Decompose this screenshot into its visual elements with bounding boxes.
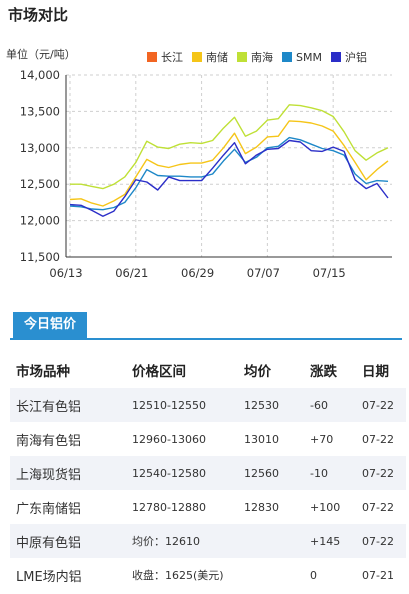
x-tick-label: 06/29 xyxy=(181,266,214,280)
chart-legend: 长江 南储 南海 SMM 沪铝 xyxy=(147,49,376,65)
legend-label: 长江 xyxy=(161,51,183,64)
legend-label: SMM xyxy=(296,50,322,64)
table-row: 广东南储铝 12780-12880 12830 +100 07-22 xyxy=(10,490,406,524)
avg-cell: 12560 xyxy=(238,456,304,490)
y-tick-label: 13,000 xyxy=(20,141,60,155)
y-tick-label: 13,500 xyxy=(20,104,60,118)
y-axis-label: 单位（元/吨） xyxy=(6,48,76,61)
range-cell: 12510-12550 xyxy=(126,388,238,422)
date-cell: 07-21 xyxy=(362,568,394,582)
x-tick-label: 06/13 xyxy=(49,266,82,280)
legend-label: 南储 xyxy=(206,51,228,64)
range-cell: 12540-12580 xyxy=(126,456,238,490)
legend-swatch xyxy=(192,52,202,62)
legend-item[interactable]: 南储 xyxy=(192,49,228,65)
table-row: 上海现货铝 12540-12580 12560 -10 07-22 xyxy=(10,456,406,490)
table-row: 南海有色铝 12960-13060 13010 +70 07-22 xyxy=(10,422,406,456)
x-tick-label: 07/07 xyxy=(247,266,280,280)
col-change: 涨跌 xyxy=(310,364,337,380)
section-title: 市场对比 xyxy=(8,6,69,24)
legend-label: 南海 xyxy=(251,51,273,64)
legend-label: 沪铝 xyxy=(344,51,367,64)
legend-item[interactable]: 沪铝 xyxy=(330,49,367,65)
table-row: 中原有色铝 均价：12610 +145 07-22 xyxy=(10,524,406,558)
table-header-row: 市场品种 价格区间 均价 涨跌 日期 xyxy=(10,352,406,388)
legend-swatch xyxy=(147,52,157,62)
price-table: 市场品种 价格区间 均价 涨跌 日期 长江有色铝 12510-12550 12530… xyxy=(10,352,406,592)
legend-swatch xyxy=(282,52,292,62)
y-tick-label: 12,000 xyxy=(20,214,60,228)
avg-cell xyxy=(238,524,304,558)
legend-item[interactable]: SMM xyxy=(282,49,322,65)
legend-item[interactable]: 长江 xyxy=(147,49,183,65)
series-line xyxy=(69,136,389,211)
market-cell: 长江有色铝 xyxy=(10,388,126,422)
change-cell: +70 xyxy=(310,432,334,446)
avg-cell: 12830 xyxy=(244,500,279,514)
col-date: 日期 xyxy=(362,364,389,380)
price-tab-bar: 今日铝价 xyxy=(10,310,402,340)
market-cell: LME场内铝 xyxy=(16,569,82,585)
table-row: 长江有色铝 12510-12550 12530 -60 07-22 xyxy=(10,388,406,422)
range-cell: 均价：12610 xyxy=(126,524,238,558)
series-line xyxy=(69,120,389,207)
date-cell: 07-22 xyxy=(356,388,406,422)
change-cell: +100 xyxy=(310,500,341,514)
y-tick-label: 12,500 xyxy=(20,177,60,191)
x-tick-label: 07/15 xyxy=(313,266,346,280)
y-tick-label: 14,000 xyxy=(20,68,60,82)
date-cell: 07-22 xyxy=(356,524,406,558)
market-cell: 上海现货铝 xyxy=(10,456,126,490)
avg-cell: 12530 xyxy=(238,388,304,422)
chart-canvas: 11,500 12,000 12,500 13,000 13,500 14,000 06/1… xyxy=(20,68,392,280)
col-avg: 均价 xyxy=(244,364,271,380)
series-line xyxy=(69,139,389,217)
market-cell: 中原有色铝 xyxy=(10,524,126,558)
avg-cell xyxy=(238,558,304,592)
change-cell: -10 xyxy=(304,456,356,490)
price-chart: 11,500 12,000 12,500 13,000 13,500 14,000 06/1… xyxy=(0,38,409,288)
col-market: 市场品种 xyxy=(16,364,70,380)
change-cell: +145 xyxy=(304,524,356,558)
date-cell: 07-22 xyxy=(362,500,394,514)
y-tick-label: 11,500 xyxy=(20,250,60,264)
date-cell: 07-22 xyxy=(356,456,406,490)
table-row: LME场内铝 收盘：1625(美元) 0 07-21 xyxy=(10,558,406,592)
avg-cell: 13010 xyxy=(244,432,279,446)
market-cell: 广东南储铝 xyxy=(16,501,82,517)
legend-item[interactable]: 南海 xyxy=(237,49,273,65)
range-cell: 收盘：1625(美元) xyxy=(132,569,224,582)
x-tick-label: 06/21 xyxy=(115,266,148,280)
date-cell: 07-22 xyxy=(362,432,394,446)
range-cell: 12960-13060 xyxy=(132,432,206,446)
col-range: 价格区间 xyxy=(132,364,186,380)
series-line xyxy=(70,104,389,190)
change-cell: -60 xyxy=(304,388,356,422)
change-cell: 0 xyxy=(310,568,317,582)
market-cell: 南海有色铝 xyxy=(16,433,82,449)
legend-swatch xyxy=(237,52,247,62)
tab-today-price[interactable]: 今日铝价 xyxy=(13,312,88,338)
range-cell: 12780-12880 xyxy=(132,500,206,514)
legend-swatch xyxy=(330,52,341,62)
